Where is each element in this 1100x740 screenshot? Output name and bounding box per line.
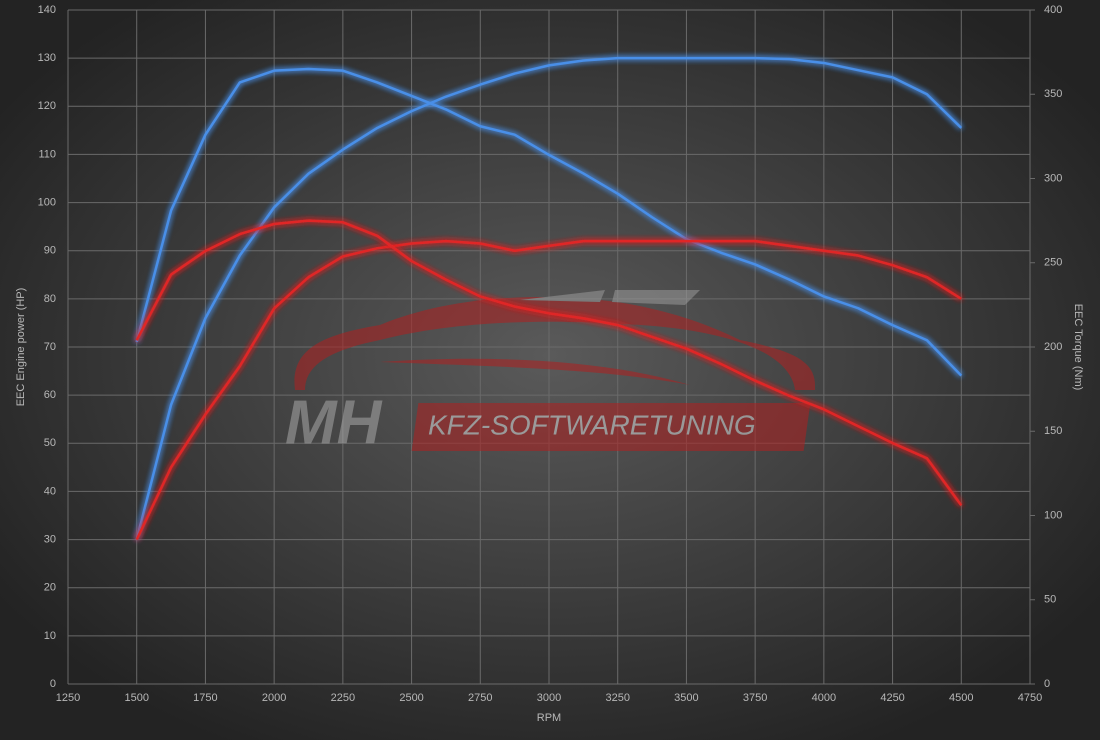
watermark: MH KFZ-SOFTWARETUNING bbox=[285, 290, 815, 457]
y-tick-label: 40 bbox=[44, 485, 56, 497]
y2-tick-label: 300 bbox=[1044, 172, 1062, 184]
x-axis-label: RPM bbox=[537, 712, 561, 724]
y2-tick-label: 250 bbox=[1044, 257, 1062, 269]
x-tick-label: 1750 bbox=[193, 692, 217, 704]
watermark-box bbox=[411, 403, 811, 451]
y2-tick-label: 200 bbox=[1044, 341, 1062, 353]
y-tick-label: 120 bbox=[38, 100, 56, 112]
x-tick-label: 4250 bbox=[880, 692, 904, 704]
y-tick-label: 130 bbox=[38, 52, 56, 64]
x-tick-label: 2750 bbox=[468, 692, 492, 704]
y-tick-label: 90 bbox=[44, 245, 56, 257]
car-shape bbox=[294, 297, 815, 390]
car-window bbox=[520, 290, 700, 305]
y2-tick-label: 350 bbox=[1044, 88, 1062, 100]
x-tick-label: 3000 bbox=[537, 692, 561, 704]
y2-tick-label: 0 bbox=[1044, 678, 1050, 690]
watermark-mh: MH bbox=[285, 388, 383, 457]
x-tick-label: 1500 bbox=[124, 692, 148, 704]
x-tick-label: 3500 bbox=[674, 692, 698, 704]
series-line bbox=[135, 239, 962, 541]
y2-tick-label: 400 bbox=[1044, 4, 1062, 16]
series-line bbox=[135, 219, 963, 507]
y2-tick-label: 50 bbox=[1044, 594, 1056, 606]
x-tick-label: 4750 bbox=[1018, 692, 1042, 704]
y-tick-label: 30 bbox=[44, 533, 56, 545]
y-tick-label: 20 bbox=[44, 582, 56, 594]
x-tick-label: 3750 bbox=[743, 692, 767, 704]
x-tick-label: 2000 bbox=[262, 692, 286, 704]
y-tick-label: 100 bbox=[38, 196, 56, 208]
series-line bbox=[135, 56, 963, 540]
lines bbox=[135, 56, 963, 541]
y-tick-label: 50 bbox=[44, 437, 56, 449]
y-tick-label: 10 bbox=[44, 630, 56, 642]
x-tick-label: 1250 bbox=[56, 692, 80, 704]
x-tick-label: 2500 bbox=[399, 692, 423, 704]
grid bbox=[67, 9, 1035, 685]
x-tick-label: 2250 bbox=[331, 692, 355, 704]
y-tick-label: 70 bbox=[44, 341, 56, 353]
y-tick-label: 140 bbox=[38, 4, 56, 16]
x-tick-label: 3250 bbox=[605, 692, 629, 704]
y-tick-label: 60 bbox=[44, 389, 56, 401]
y-axis-label: EEC Engine power (HP) bbox=[15, 288, 27, 407]
y-tick-label: 110 bbox=[38, 148, 56, 160]
y-tick-label: 80 bbox=[44, 293, 56, 305]
y2-tick-label: 100 bbox=[1044, 509, 1062, 521]
x-tick-label: 4500 bbox=[949, 692, 973, 704]
car-line bbox=[380, 358, 690, 385]
x-tick-label: 4000 bbox=[812, 692, 836, 704]
watermark-text: KFZ-SOFTWARETUNING bbox=[428, 409, 756, 440]
y-tick-label: 0 bbox=[50, 678, 56, 690]
y2-axis-label: EEC Torque (Nm) bbox=[1072, 304, 1084, 391]
series-line bbox=[135, 67, 963, 377]
y2-tick-label: 150 bbox=[1044, 425, 1062, 437]
